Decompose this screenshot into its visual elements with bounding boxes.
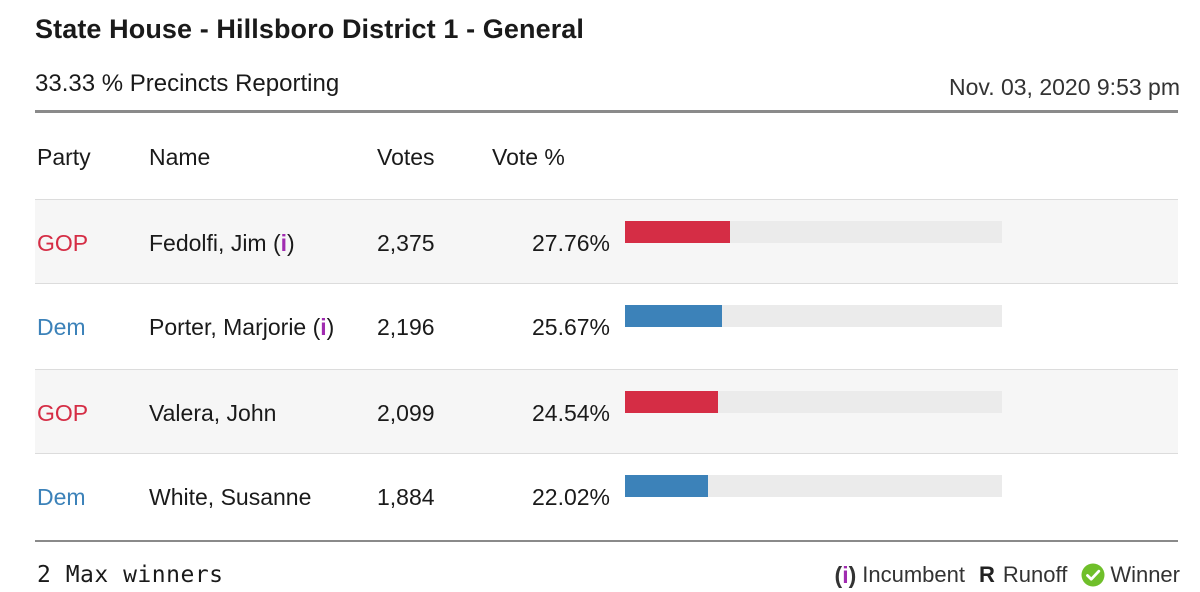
candidate-votes: 1,884	[377, 484, 435, 510]
race-subheader: 33.33 % Precincts Reporting Nov. 03, 202…	[35, 70, 1180, 104]
vote-share-bar-fill	[625, 391, 718, 413]
candidate-vote-pct: 22.02%	[531, 484, 610, 510]
candidate-name: Porter, Marjorie	[149, 314, 307, 340]
vote-share-bar-fill	[625, 475, 708, 497]
vote-share-bar-fill	[625, 305, 722, 327]
candidate-row: GOP Valera, John 2,099 24.54%	[35, 369, 1178, 454]
candidate-party: Dem	[37, 484, 86, 510]
precincts-reporting: 33.33 % Precincts Reporting	[35, 70, 340, 97]
candidate-party: GOP	[37, 400, 89, 426]
max-winners-note: 2 Max winners	[37, 562, 224, 588]
column-header-votes: Votes	[377, 144, 435, 170]
column-header-name: Name	[149, 144, 211, 170]
legend-runoff: R Runoff	[979, 562, 1067, 588]
checkmark-circle-icon	[1081, 563, 1105, 587]
column-header-vote-pct: Vote %	[492, 144, 565, 170]
update-timestamp: Nov. 03, 2020 9:53 pm	[949, 74, 1180, 100]
vote-share-bar	[625, 221, 1002, 243]
legend: (i) Incumbent R Runoff Winner	[821, 560, 1180, 590]
candidate-name: White, Susanne	[149, 484, 312, 510]
candidate-name: Valera, John	[149, 400, 277, 426]
incumbent-legend-icon: (i)	[834, 561, 857, 588]
candidate-vote-pct: 25.67%	[531, 314, 610, 340]
header-divider	[35, 110, 1178, 113]
legend-winner-label: Winner	[1110, 562, 1180, 587]
vote-share-bar	[625, 391, 1002, 413]
vote-share-bar	[625, 305, 1002, 327]
candidate-row: Dem White, Susanne 1,884 22.02%	[35, 454, 1178, 539]
candidate-party: GOP	[37, 230, 89, 256]
incumbent-icon: (i)	[272, 230, 295, 256]
legend-incumbent: (i) Incumbent	[835, 562, 965, 589]
legend-incumbent-label: Incumbent	[862, 562, 965, 587]
results-table: GOP Fedolfi, Jim (i) 2,375 27.76% Dem Po…	[35, 199, 1178, 539]
candidate-row: Dem Porter, Marjorie (i) 2,196 25.67%	[35, 284, 1178, 369]
candidate-votes: 2,375	[377, 230, 435, 256]
candidate-votes: 2,196	[377, 314, 435, 340]
vote-share-bar-fill	[625, 221, 730, 243]
candidate-vote-pct: 24.54%	[531, 400, 610, 426]
candidate-name-cell: Fedolfi, Jim (i)	[149, 230, 295, 257]
candidate-name: Fedolfi, Jim	[149, 230, 267, 256]
legend-winner: Winner	[1081, 562, 1180, 588]
incumbent-icon: (i)	[312, 314, 335, 340]
footer-divider	[35, 540, 1178, 542]
legend-runoff-label: Runoff	[1002, 562, 1068, 587]
race-footer: 2 Max winners (i) Incumbent R Runoff Win…	[35, 560, 1180, 590]
vote-share-bar	[625, 475, 1002, 497]
candidate-party: Dem	[37, 314, 86, 340]
column-header-party: Party	[37, 144, 91, 170]
results-table-header: Party Name Votes Vote %	[35, 144, 1178, 174]
candidate-votes: 2,099	[377, 400, 435, 426]
candidate-name-cell: Porter, Marjorie (i)	[149, 314, 334, 341]
runoff-legend-icon: R	[979, 562, 995, 587]
race-title: State House - Hillsboro District 1 - Gen…	[35, 14, 585, 44]
candidate-row: GOP Fedolfi, Jim (i) 2,375 27.76%	[35, 199, 1178, 284]
candidate-vote-pct: 27.76%	[531, 230, 610, 256]
